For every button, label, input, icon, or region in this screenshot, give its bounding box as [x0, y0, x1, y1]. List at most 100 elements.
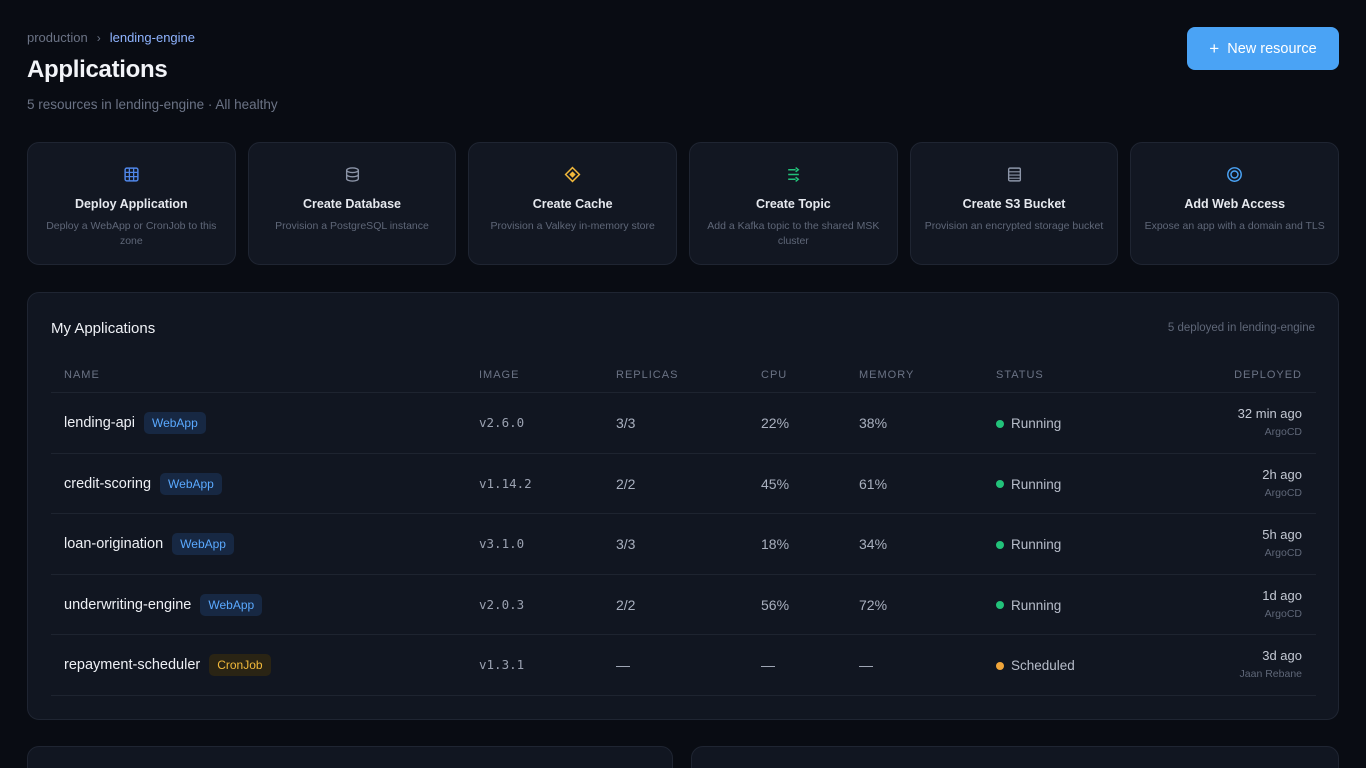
status-indicator: Running [996, 598, 1061, 613]
action-title: Create Topic [755, 197, 831, 211]
replicas-value: 3/3 [616, 415, 636, 431]
memory-value: 38% [859, 415, 888, 431]
action-description: Provision an encrypted storage bucket [924, 220, 1104, 232]
action-create-topic[interactable]: Create Topic Add a Kafka topic to the sh… [689, 142, 898, 265]
replicas-value: — [616, 657, 630, 673]
column-header-name[interactable]: NAME [64, 369, 100, 381]
deployed-time: 3d ago [1262, 648, 1302, 663]
page-subtitle: 5 resources in lending-engine · All heal… [27, 97, 278, 112]
deployed-by: ArgoCD [1264, 426, 1302, 438]
panel-title: My Applications [51, 320, 156, 337]
status-indicator: Scheduled [996, 658, 1075, 673]
action-create-cache[interactable]: Create Cache Provision a Valkey in-memor… [468, 142, 678, 265]
plus-icon: + [1209, 39, 1220, 58]
deployed-by: ArgoCD [1264, 547, 1302, 559]
app-type-badge: WebApp [160, 472, 222, 495]
image-version: v2.6.0 [479, 415, 525, 430]
memory-value: 34% [859, 536, 888, 552]
app-type-badge: CronJob [209, 654, 271, 676]
action-description: Provision a PostgreSQL instance [275, 220, 429, 232]
table-row[interactable]: loan-origination WebApp v3.1.0 3/3 18% 3… [51, 514, 1316, 575]
image-version: v3.1.0 [479, 536, 525, 551]
table-row[interactable]: credit-scoring WebApp v1.14.2 2/2 45% 61… [51, 454, 1316, 514]
status-dot-icon [996, 661, 1004, 670]
app-name[interactable]: repayment-scheduler [64, 657, 201, 673]
column-header-deployed[interactable]: DEPLOYED [1234, 369, 1302, 381]
bottom-panel-left [27, 746, 673, 768]
replicas-value: 3/3 [616, 536, 636, 552]
image-version: v1.14.2 [479, 475, 532, 491]
column-header-replicas[interactable]: REPLICAS [616, 369, 679, 381]
deployed-by: Jaan Rebane [1239, 668, 1302, 680]
deployed-info: 3d ago Jaan Rebane [1240, 648, 1302, 680]
grid-icon [28, 166, 235, 184]
app-name[interactable]: credit-scoring [64, 475, 152, 492]
table-row[interactable]: repayment-scheduler CronJob v1.3.1 — — —… [51, 635, 1316, 696]
status-text: Running [1011, 597, 1062, 613]
my-applications-panel: My Applications 5 deployed in lending-en… [27, 292, 1339, 720]
action-title: Create Database [303, 197, 401, 211]
status-indicator: Running [996, 416, 1061, 431]
action-description: Expose an app with a domain and TLS [1144, 220, 1325, 232]
deployed-info: 2h ago ArgoCD [1262, 467, 1302, 499]
cpu-value: 45% [761, 475, 790, 492]
replicas-value: 2/2 [616, 596, 636, 613]
column-header-cpu[interactable]: CPU [761, 369, 788, 381]
page-title: Applications [27, 56, 168, 83]
replicas-value: 2/2 [616, 475, 636, 492]
breadcrumb-current[interactable]: lending-engine [109, 30, 196, 45]
action-title: Create S3 Bucket [962, 197, 1066, 211]
bucket-icon [911, 166, 1118, 184]
deployed-by: ArgoCD [1264, 607, 1302, 620]
applications-table: NAME IMAGE REPLICAS CPU MEMORY STATUS DE… [51, 360, 1316, 696]
action-description: Provision a Valkey in-memory store [490, 220, 655, 232]
breadcrumb-root-link[interactable]: production [27, 30, 88, 45]
deployed-time: 1d ago [1262, 587, 1302, 603]
cpu-value: — [761, 657, 775, 673]
status-indicator: Running [996, 477, 1061, 492]
image-version: v1.3.1 [479, 657, 525, 672]
cpu-value: 22% [761, 415, 790, 431]
table-row[interactable]: lending-api WebApp v2.6.0 3/3 22% 38% Ru… [51, 393, 1316, 454]
action-title: Deploy Application [74, 197, 188, 211]
column-header-status[interactable]: STATUS [996, 369, 1044, 381]
cpu-value: 18% [761, 536, 790, 552]
new-resource-label: New resource [1227, 40, 1317, 57]
app-type-badge: WebApp [200, 593, 263, 616]
diamond-icon [469, 166, 676, 184]
column-header-memory[interactable]: MEMORY [859, 369, 915, 381]
column-header-image[interactable]: IMAGE [479, 369, 520, 381]
status-indicator: Running [996, 537, 1061, 552]
action-add-web-access[interactable]: Add Web Access Expose an app with a doma… [1130, 142, 1340, 265]
app-name[interactable]: lending-api [64, 415, 135, 431]
action-create-s3-bucket[interactable]: Create S3 Bucket Provision an encrypted … [909, 142, 1119, 265]
bottom-panel-right [691, 746, 1339, 768]
breadcrumb-separator: › [96, 30, 101, 45]
app-name[interactable]: underwriting-engine [64, 596, 192, 613]
table-header: NAME IMAGE REPLICAS CPU MEMORY STATUS DE… [51, 360, 1316, 393]
cpu-value: 56% [761, 596, 790, 613]
status-dot-icon [996, 540, 1004, 549]
table-row[interactable]: underwriting-engine WebApp v2.0.3 2/2 56… [51, 575, 1316, 635]
status-text: Running [1011, 476, 1062, 492]
app-name[interactable]: loan-origination [64, 536, 164, 552]
action-deploy-application[interactable]: Deploy Application Deploy a WebApp or Cr… [27, 142, 236, 265]
deployed-time: 5h ago [1262, 527, 1302, 542]
deployed-time: 2h ago [1262, 466, 1302, 482]
status-text: Running [1011, 537, 1062, 552]
status-dot-icon [996, 601, 1004, 609]
status-dot-icon [996, 419, 1004, 428]
action-title: Add Web Access [1184, 197, 1286, 211]
status-text: Scheduled [1011, 658, 1075, 673]
memory-value: — [859, 657, 873, 673]
database-icon [249, 166, 456, 184]
quick-actions: Deploy Application Deploy a WebApp or Cr… [27, 142, 1340, 265]
action-create-database[interactable]: Create Database Provision a PostgreSQL i… [247, 142, 457, 265]
new-resource-button[interactable]: + New resource [1187, 27, 1339, 70]
status-dot-icon [996, 480, 1004, 488]
image-version: v2.0.3 [479, 596, 525, 612]
deployed-info: 1d ago ArgoCD [1262, 588, 1302, 620]
memory-value: 72% [859, 596, 888, 613]
memory-value: 61% [859, 475, 888, 492]
